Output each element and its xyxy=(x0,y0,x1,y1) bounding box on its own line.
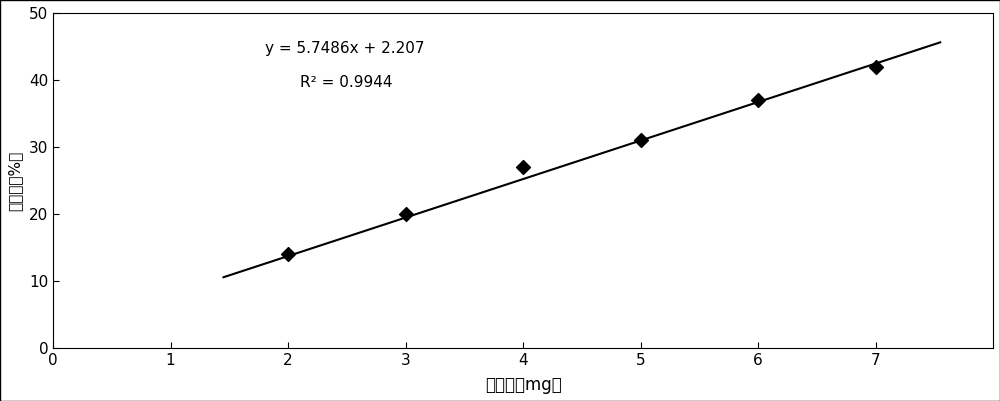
Point xyxy=(868,63,884,70)
Point xyxy=(515,164,531,170)
Text: R² = 0.9944: R² = 0.9944 xyxy=(300,75,392,90)
Point xyxy=(280,251,296,257)
X-axis label: 菌丝量（mg）: 菌丝量（mg） xyxy=(485,376,561,394)
Point xyxy=(398,211,414,217)
Point xyxy=(750,97,766,103)
Text: y = 5.7486x + 2.207: y = 5.7486x + 2.207 xyxy=(265,41,424,56)
Point xyxy=(633,137,649,144)
Y-axis label: 吸光度（%）: 吸光度（%） xyxy=(7,150,22,211)
